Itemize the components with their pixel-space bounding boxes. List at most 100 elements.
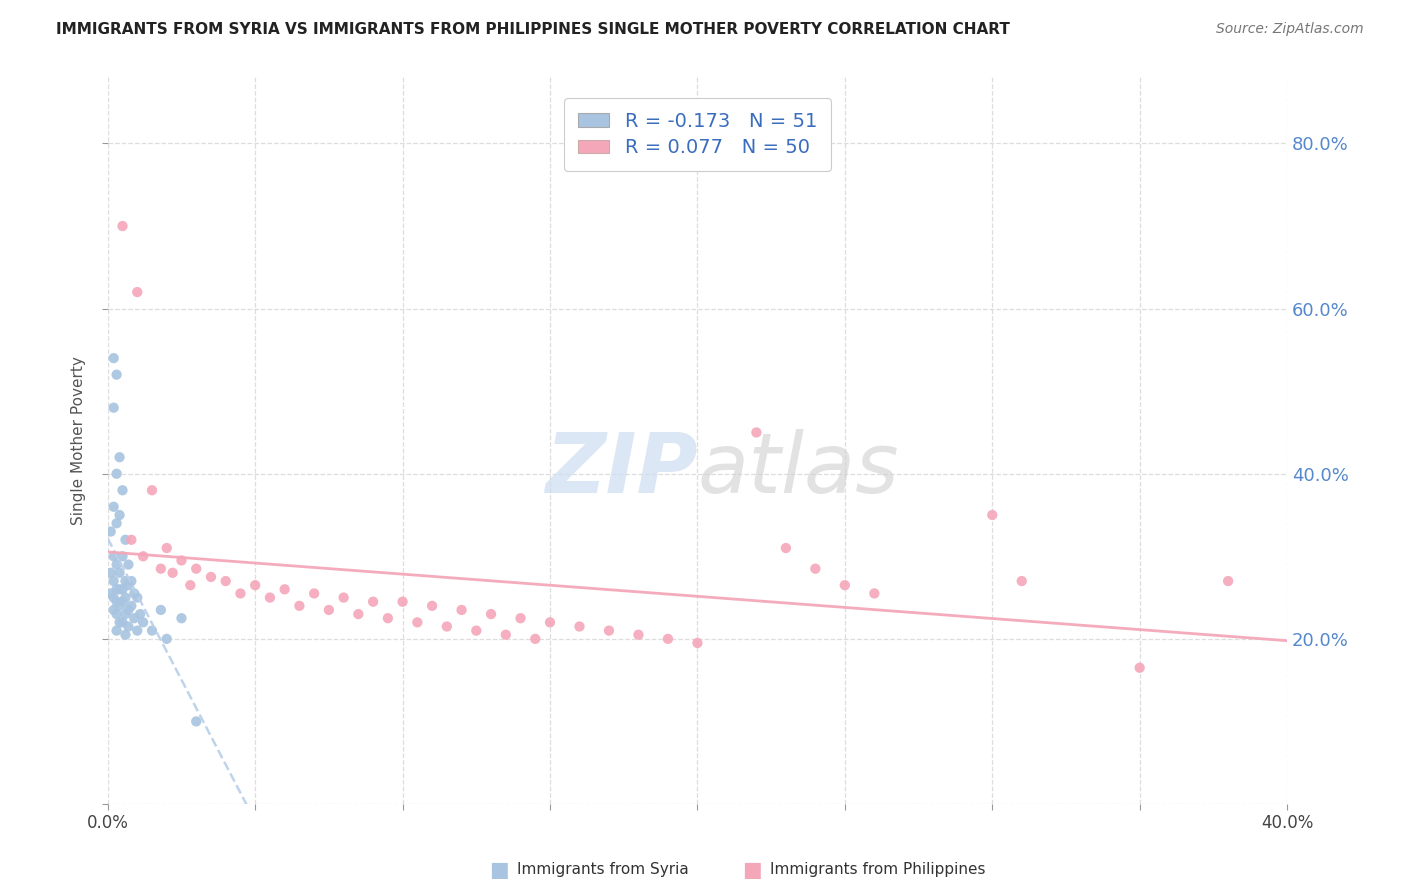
Point <box>120 574 142 588</box>
Point <box>108 599 131 613</box>
Point <box>420 599 443 613</box>
Point <box>149 603 172 617</box>
Point <box>170 611 193 625</box>
Text: atlas: atlas <box>697 429 898 510</box>
Point <box>114 607 136 621</box>
Text: Immigrants from Philippines: Immigrants from Philippines <box>770 863 986 877</box>
Point <box>981 508 1004 522</box>
Point <box>156 632 179 646</box>
Point <box>114 628 136 642</box>
Point <box>114 591 136 605</box>
Point <box>100 566 122 580</box>
Point <box>108 566 131 580</box>
Point <box>186 562 208 576</box>
Point <box>103 549 125 564</box>
Point <box>111 595 134 609</box>
Point <box>127 285 149 299</box>
Point <box>377 611 399 625</box>
Point <box>100 586 122 600</box>
Point <box>111 219 134 233</box>
Point <box>111 615 134 630</box>
Text: Source: ZipAtlas.com: Source: ZipAtlas.com <box>1216 22 1364 37</box>
Point <box>259 591 281 605</box>
Point <box>117 558 139 572</box>
Point <box>108 582 131 597</box>
Point <box>111 483 134 498</box>
Point <box>108 615 131 630</box>
Point <box>229 586 252 600</box>
Point <box>804 562 827 576</box>
Point <box>215 574 238 588</box>
Point <box>103 351 125 366</box>
Point <box>465 624 488 638</box>
Text: ■: ■ <box>742 860 762 880</box>
Text: Immigrants from Syria: Immigrants from Syria <box>517 863 689 877</box>
Point <box>105 595 128 609</box>
Point <box>111 582 134 597</box>
Point <box>347 607 370 621</box>
Point <box>105 368 128 382</box>
Point <box>436 619 458 633</box>
Point <box>745 425 768 440</box>
Point <box>127 591 149 605</box>
Point <box>105 607 128 621</box>
Point <box>200 570 222 584</box>
Text: IMMIGRANTS FROM SYRIA VS IMMIGRANTS FROM PHILIPPINES SINGLE MOTHER POVERTY CORRE: IMMIGRANTS FROM SYRIA VS IMMIGRANTS FROM… <box>56 22 1010 37</box>
Point <box>775 541 797 555</box>
Point <box>568 619 591 633</box>
Point <box>105 624 128 638</box>
Point <box>117 619 139 633</box>
Point <box>111 549 134 564</box>
Point <box>114 533 136 547</box>
Point <box>117 578 139 592</box>
Point <box>391 595 413 609</box>
Point <box>103 500 125 514</box>
Point <box>105 516 128 531</box>
Point <box>598 624 620 638</box>
Point <box>243 578 266 592</box>
Point <box>114 574 136 588</box>
Point <box>120 533 142 547</box>
Point <box>156 541 179 555</box>
Point <box>1129 661 1152 675</box>
Point <box>524 632 547 646</box>
Point <box>495 628 517 642</box>
Point <box>129 607 152 621</box>
Point <box>538 615 561 630</box>
Point <box>132 615 155 630</box>
Point <box>108 450 131 465</box>
Point <box>179 578 201 592</box>
Point <box>863 586 886 600</box>
Point <box>332 591 354 605</box>
Point <box>302 586 325 600</box>
Point <box>186 714 208 729</box>
Point <box>132 549 155 564</box>
Point <box>117 603 139 617</box>
Point <box>105 558 128 572</box>
Point <box>318 603 340 617</box>
Point <box>103 574 125 588</box>
Point <box>105 582 128 597</box>
Point <box>105 467 128 481</box>
Point <box>273 582 295 597</box>
Point <box>627 628 650 642</box>
Point <box>127 624 149 638</box>
Legend: R = -0.173   N = 51, R = 0.077   N = 50: R = -0.173 N = 51, R = 0.077 N = 50 <box>564 98 831 171</box>
Point <box>100 524 122 539</box>
Point <box>103 401 125 415</box>
Point <box>124 611 146 625</box>
Point <box>686 636 709 650</box>
Point <box>361 595 384 609</box>
Point <box>141 624 163 638</box>
Point <box>162 566 184 580</box>
Text: ZIP: ZIP <box>544 429 697 510</box>
Point <box>288 599 311 613</box>
Point <box>406 615 429 630</box>
Point <box>479 607 502 621</box>
Text: ■: ■ <box>489 860 509 880</box>
Point <box>509 611 531 625</box>
Point <box>141 483 163 498</box>
Point <box>103 591 125 605</box>
Point <box>657 632 679 646</box>
Point <box>170 553 193 567</box>
